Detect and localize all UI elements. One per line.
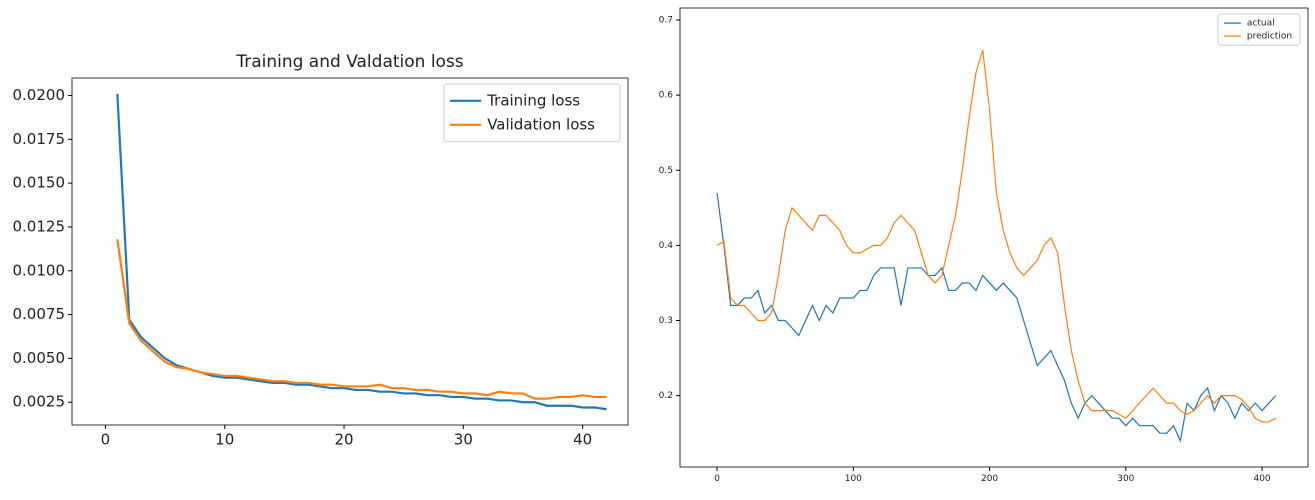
y-tick-label: 0.0050 — [13, 349, 66, 367]
legend-label: prediction — [1247, 32, 1292, 42]
y-tick-label: 0.0150 — [13, 174, 66, 192]
x-tick-label: 0 — [101, 431, 111, 449]
legend-box — [443, 83, 621, 143]
y-tick-label: 0.0100 — [13, 261, 66, 279]
y-tick-label: 0.3 — [659, 316, 673, 326]
y-tick-label: 0.0175 — [13, 130, 66, 148]
line-series — [716, 49, 1276, 423]
y-tick-label: 0.0125 — [13, 217, 66, 235]
axes-frame — [679, 7, 1309, 468]
x-tick-label: 40 — [573, 431, 592, 449]
x-tick-label: 20 — [334, 431, 353, 449]
axes-frame — [71, 77, 629, 426]
legend-label: Training loss — [486, 91, 580, 109]
line-series — [716, 192, 1277, 443]
chart-title: Training and Valdation loss — [235, 52, 463, 72]
y-tick-label: 0.7 — [659, 16, 673, 26]
y-tick-label: 0.5 — [659, 166, 673, 176]
x-tick-label: 300 — [1117, 474, 1134, 484]
legend-label: Validation loss — [487, 115, 595, 133]
legend-label: actual — [1247, 19, 1275, 29]
x-tick-label: 0 — [714, 474, 720, 484]
x-tick-label: 200 — [981, 474, 998, 484]
x-tick-label: 30 — [454, 431, 473, 449]
x-tick-label: 100 — [845, 474, 862, 484]
plot — [116, 93, 607, 411]
legend-box — [1217, 13, 1301, 46]
y-tick-label: 0.0025 — [13, 393, 66, 411]
y-tick-label: 0.6 — [659, 91, 674, 101]
line-series — [116, 239, 607, 400]
y-tick-label: 0.0200 — [13, 86, 66, 104]
y-tick-label: 0.2 — [659, 391, 673, 401]
x-tick-label: 10 — [215, 431, 234, 449]
plot — [716, 49, 1277, 443]
x-tick-label: 400 — [1253, 474, 1270, 484]
y-tick-label: 0.4 — [659, 241, 674, 251]
y-tick-label: 0.0075 — [13, 305, 66, 323]
